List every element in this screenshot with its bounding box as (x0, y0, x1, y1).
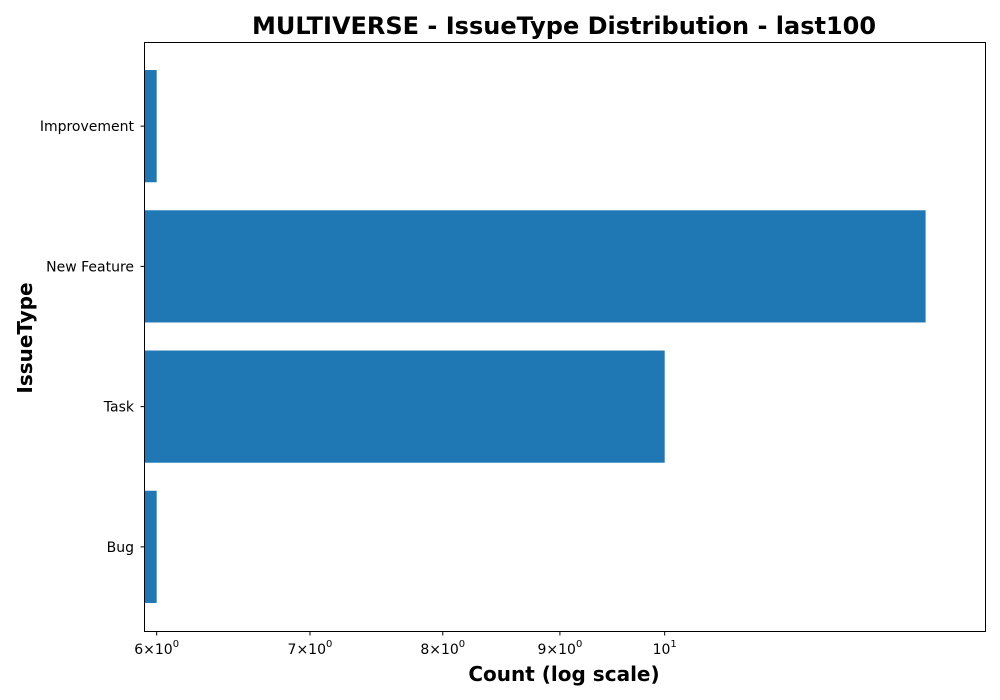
x-axis-label: Count (log scale) (468, 662, 659, 686)
x-tick-label: 6×100 (134, 639, 179, 658)
chart-title: MULTIVERSE - IssueType Distribution - la… (252, 12, 876, 40)
bar-new-feature (145, 210, 926, 323)
y-axis-ticks: Bug Task New Feature Improvement (40, 119, 145, 556)
x-axis-ticks: 6×100 7×100 8×100 9×100 101 (134, 631, 677, 658)
x-tick-label: 101 (653, 639, 677, 658)
x-tick-label: 8×100 (420, 639, 465, 658)
bar-task (145, 350, 665, 463)
y-tick-label: Task (103, 400, 135, 416)
x-tick-label: 7×100 (288, 639, 333, 658)
y-tick-label: Bug (107, 540, 134, 556)
y-tick-label: New Feature (46, 259, 134, 275)
bars-group (145, 70, 926, 603)
y-axis-label: IssueType (13, 282, 37, 393)
x-tick-label: 9×100 (537, 639, 582, 658)
bar-improvement (145, 70, 157, 183)
bar-bug (145, 490, 157, 603)
y-tick-label: Improvement (40, 119, 135, 135)
plot-frame (144, 42, 986, 632)
